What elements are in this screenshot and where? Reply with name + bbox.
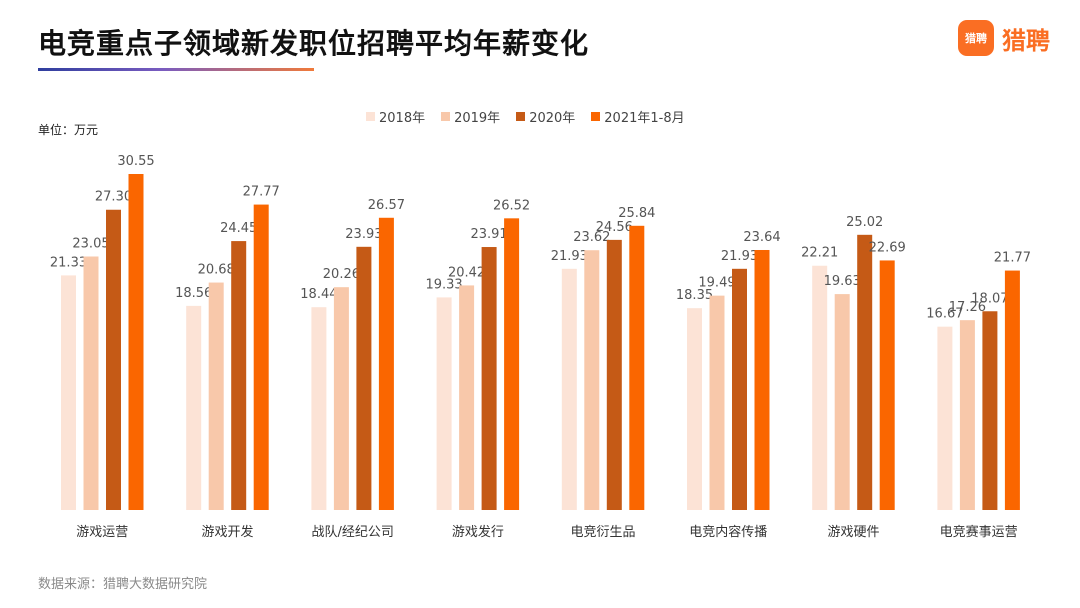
bar bbox=[606, 239, 622, 511]
bar bbox=[879, 260, 895, 510]
value-label: 16.67 bbox=[926, 307, 963, 322]
value-label: 25.02 bbox=[846, 215, 883, 230]
bar bbox=[378, 217, 394, 510]
value-label: 18.07 bbox=[971, 291, 1008, 306]
value-label: 17.26 bbox=[949, 300, 986, 315]
bar bbox=[83, 256, 99, 510]
bar bbox=[61, 275, 76, 510]
bar bbox=[459, 285, 475, 510]
bar bbox=[128, 174, 144, 510]
value-label: 23.93 bbox=[345, 227, 382, 242]
legend-item: 2021年1-8月 bbox=[591, 107, 685, 126]
bar bbox=[311, 307, 327, 510]
chart-legend: 2018年 2019年 2020年 2021年1-8月 bbox=[366, 107, 701, 126]
bar bbox=[959, 320, 975, 510]
value-label: 20.26 bbox=[323, 267, 360, 282]
bar bbox=[709, 295, 725, 510]
value-label: 20.42 bbox=[448, 265, 485, 280]
value-label: 26.52 bbox=[493, 198, 530, 213]
legend-item: 2020年 bbox=[516, 107, 575, 126]
bar bbox=[584, 250, 600, 510]
value-label: 21.93 bbox=[551, 249, 588, 264]
value-label: 18.56 bbox=[175, 286, 212, 301]
bar bbox=[812, 265, 828, 510]
source-note: 数据来源：猎聘大数据研究院 bbox=[38, 577, 208, 592]
category-label: 电竞内容传播 bbox=[689, 524, 767, 540]
legend-item: 2018年 bbox=[366, 107, 425, 126]
brand-logo: 猎聘 猎聘 bbox=[958, 20, 1050, 56]
category-label: 电竞赛事运营 bbox=[940, 524, 1018, 540]
logo-text: 猎聘 bbox=[1002, 26, 1050, 55]
bar bbox=[106, 209, 121, 510]
value-label: 21.33 bbox=[50, 255, 87, 270]
value-label: 27.30 bbox=[95, 190, 132, 205]
category-label: 游戏开发 bbox=[201, 524, 253, 540]
value-label: 23.91 bbox=[470, 227, 507, 242]
legend-label: 2020年 bbox=[529, 111, 576, 126]
legend-item: 2019年 bbox=[441, 107, 500, 126]
value-label: 22.69 bbox=[869, 240, 906, 255]
unit-label: 单位：万元 bbox=[38, 123, 99, 137]
value-label: 22.21 bbox=[801, 246, 838, 261]
legend-swatch bbox=[366, 112, 375, 121]
value-label: 24.56 bbox=[596, 220, 633, 235]
bar bbox=[333, 287, 349, 510]
value-label: 21.93 bbox=[721, 249, 758, 264]
value-label: 20.68 bbox=[198, 263, 235, 278]
bar bbox=[1004, 270, 1020, 510]
category-label: 游戏运营 bbox=[76, 525, 128, 540]
bar bbox=[356, 246, 372, 511]
category-label: 游戏发行 bbox=[452, 524, 504, 540]
value-label: 19.49 bbox=[698, 276, 735, 291]
legend-label: 2019年 bbox=[454, 111, 501, 126]
bar bbox=[231, 241, 247, 510]
value-label: 23.62 bbox=[573, 230, 610, 245]
bar bbox=[687, 308, 702, 510]
value-label: 27.77 bbox=[243, 185, 280, 200]
legend-swatch bbox=[441, 112, 451, 121]
bar bbox=[253, 204, 269, 511]
value-label: 30.55 bbox=[117, 154, 154, 169]
value-label: 18.35 bbox=[676, 288, 713, 303]
bar bbox=[754, 249, 770, 510]
bar bbox=[561, 268, 577, 510]
bar bbox=[436, 297, 452, 510]
bar bbox=[629, 225, 645, 510]
bar bbox=[982, 311, 998, 510]
value-label: 25.84 bbox=[618, 206, 655, 221]
legend-label: 2018年 bbox=[379, 111, 426, 126]
bar bbox=[186, 305, 202, 510]
logo-icon: 猎聘 bbox=[958, 20, 994, 56]
legend-swatch bbox=[591, 112, 601, 121]
page-title: 电竞重点子领域新发职位招聘平均年薪变化 bbox=[38, 27, 590, 60]
title-underline bbox=[38, 68, 314, 71]
value-label: 26.57 bbox=[368, 198, 405, 213]
value-label: 18.44 bbox=[300, 287, 337, 302]
legend-swatch bbox=[516, 112, 526, 121]
bar bbox=[937, 326, 953, 510]
value-label: 19.63 bbox=[824, 274, 861, 289]
value-label: 19.33 bbox=[425, 277, 462, 292]
value-label: 21.77 bbox=[994, 251, 1031, 266]
category-label: 战队/经纪公司 bbox=[311, 525, 393, 540]
legend-label: 2021年1-8月 bbox=[604, 111, 685, 126]
bar bbox=[208, 282, 224, 510]
bar bbox=[504, 218, 520, 510]
value-label: 23.64 bbox=[743, 230, 780, 245]
category-label: 电竞衍生品 bbox=[571, 524, 636, 540]
bar bbox=[857, 234, 873, 510]
value-label: 24.45 bbox=[220, 221, 257, 236]
bar bbox=[481, 247, 497, 511]
bar bbox=[834, 294, 850, 510]
category-label: 游戏硬件 bbox=[827, 525, 879, 540]
value-label: 23.05 bbox=[72, 236, 109, 251]
bar bbox=[732, 268, 747, 510]
